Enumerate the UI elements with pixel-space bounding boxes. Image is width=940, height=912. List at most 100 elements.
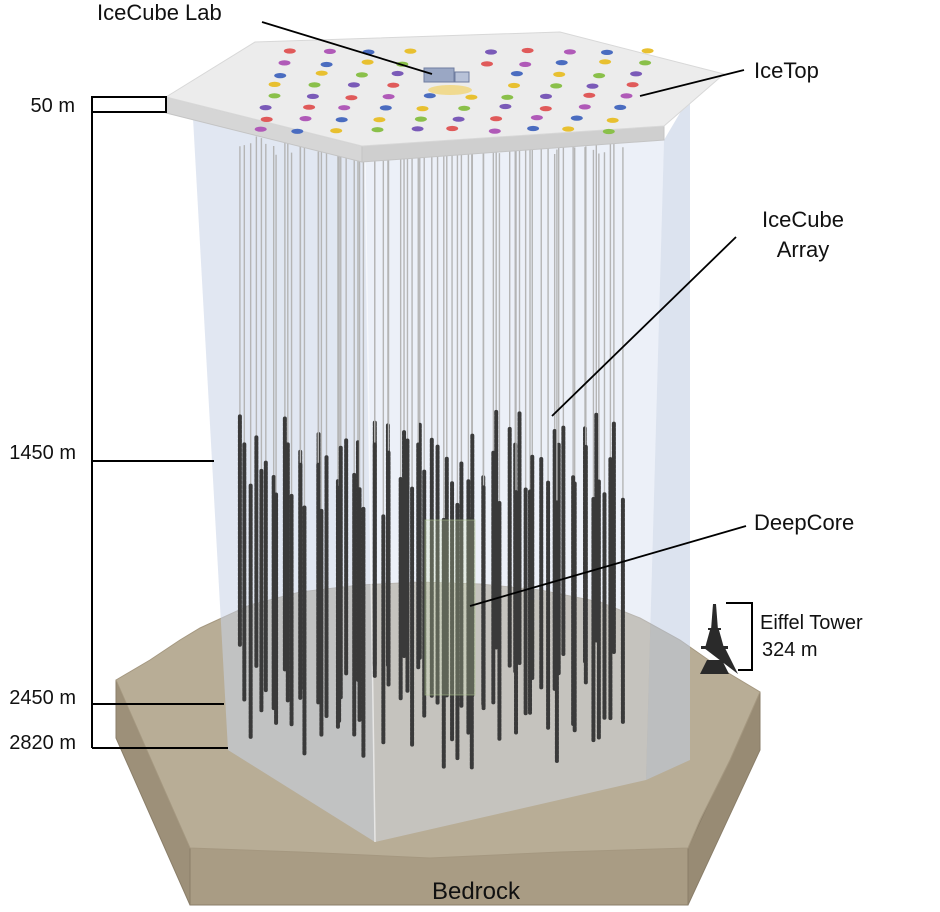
icecube-lab-label: IceCube Lab (97, 0, 222, 25)
icetop-tank (481, 61, 493, 67)
depth-50m-bracket (91, 96, 167, 113)
icetop-tanks (254, 47, 654, 135)
icetop-surface (164, 31, 726, 163)
icetop-tank (371, 127, 384, 133)
ice-front-edge (364, 161, 376, 843)
icetop-tank (303, 104, 316, 110)
icetop-tank (259, 105, 272, 111)
icetop-tank (602, 128, 615, 135)
icetop-tank (452, 116, 465, 122)
icetop-tank (527, 125, 540, 132)
eiffel-height-bracket (726, 602, 753, 671)
depth-label-1450m: 1450 m (9, 442, 76, 464)
bedrock-label: Bedrock (432, 878, 521, 905)
icetop-tank (260, 116, 273, 122)
icecube-array-label-line2: Array (777, 237, 830, 262)
icetop-label: IceTop (754, 58, 819, 83)
icetop-tank (626, 82, 639, 88)
icetop-tank (306, 93, 319, 99)
icetop-tank (488, 128, 501, 134)
icetop-tank (578, 104, 591, 110)
icetop-tank (555, 60, 568, 66)
icetop-tank (583, 92, 596, 98)
icetop-tank (268, 81, 281, 87)
icetop-tank (630, 71, 643, 77)
deepcore-volume (424, 519, 476, 696)
icecube-lab-building (423, 67, 472, 95)
icetop-tank (499, 103, 512, 110)
icetop-tank (414, 116, 427, 122)
icetop-tank (361, 59, 374, 65)
deepcore-label: DeepCore (754, 510, 854, 535)
icetop-tank (404, 48, 417, 54)
icetop-tank (563, 49, 576, 55)
icetop-tank (570, 115, 583, 121)
eiffel-tower-icon (691, 604, 738, 674)
icetop-tank (338, 105, 351, 111)
deepcore-leader (469, 525, 747, 607)
icetop-tank (553, 71, 566, 77)
icetop-tank (606, 117, 619, 123)
icetop-tank (411, 126, 424, 132)
depth-scale: 50 m 1450 m 2450 m 2820 m (9, 95, 228, 754)
icetop-tank (458, 105, 471, 111)
icetop-tank (283, 48, 296, 54)
icetop-tank (620, 93, 633, 99)
icetop-tank (485, 49, 497, 55)
icetop-leader (639, 69, 745, 97)
icetop-tank (320, 61, 333, 68)
icetop-tank (562, 126, 575, 132)
icetop-tank (465, 94, 478, 100)
icetop-tank (601, 49, 613, 56)
icetop-tank (446, 125, 459, 132)
icetop-tank (599, 59, 612, 65)
icetop-tank (254, 126, 267, 132)
depth-label-2450m: 2450 m (9, 687, 76, 709)
lab-ground-marking (428, 85, 472, 95)
icecube-strings (237, 135, 625, 770)
icetop-tank (508, 82, 520, 89)
callout-leaders (261, 21, 747, 607)
icetop-tank (539, 106, 552, 112)
icetop-tank (274, 73, 287, 79)
icetop-tank (335, 117, 348, 123)
icetop-tank (268, 93, 281, 99)
icetop-tank (593, 73, 606, 79)
icecube-array-leader (551, 236, 737, 417)
icetop-tank (382, 94, 395, 100)
lab-building-body (423, 67, 455, 83)
eiffel-tower-comparison: Eiffel Tower 324 m (691, 602, 863, 674)
icetop-tank (347, 82, 360, 88)
icetop-tank (530, 115, 543, 121)
icetop-tank (278, 60, 291, 66)
icetop-tank (614, 104, 627, 110)
icetop-tank (345, 95, 358, 101)
icetop-tank (323, 48, 336, 55)
depth-label-2820m: 2820 m (9, 732, 76, 754)
icetop-tank (391, 70, 404, 77)
icetop-tank (355, 72, 368, 78)
icetop-tank (299, 116, 312, 122)
icetop-tank (540, 93, 552, 99)
icetop-tank (387, 82, 400, 88)
icetop-tank (586, 83, 599, 89)
icetop-tank (521, 47, 534, 54)
lab-building-annex (454, 71, 470, 83)
icetop-tank (379, 105, 392, 111)
icetop-tank (641, 48, 654, 54)
eiffel-tower-name-label: Eiffel Tower (760, 612, 863, 634)
icetop-tank (330, 128, 343, 134)
icetop-tank (550, 83, 563, 89)
ice-back-right-face (646, 96, 690, 780)
icetop-tank (519, 61, 532, 67)
icetop-tank (291, 128, 304, 134)
icetop-tank (490, 116, 503, 122)
icetop-tank (510, 71, 523, 77)
eiffel-tower-height-label: 324 m (762, 639, 818, 661)
icecube-array-label-line1: IceCube (762, 207, 844, 232)
icetop-tank (308, 82, 321, 88)
depth-label-50m: 50 m (31, 95, 75, 117)
icetop-tank (423, 93, 436, 99)
deepcore-region (424, 519, 476, 696)
